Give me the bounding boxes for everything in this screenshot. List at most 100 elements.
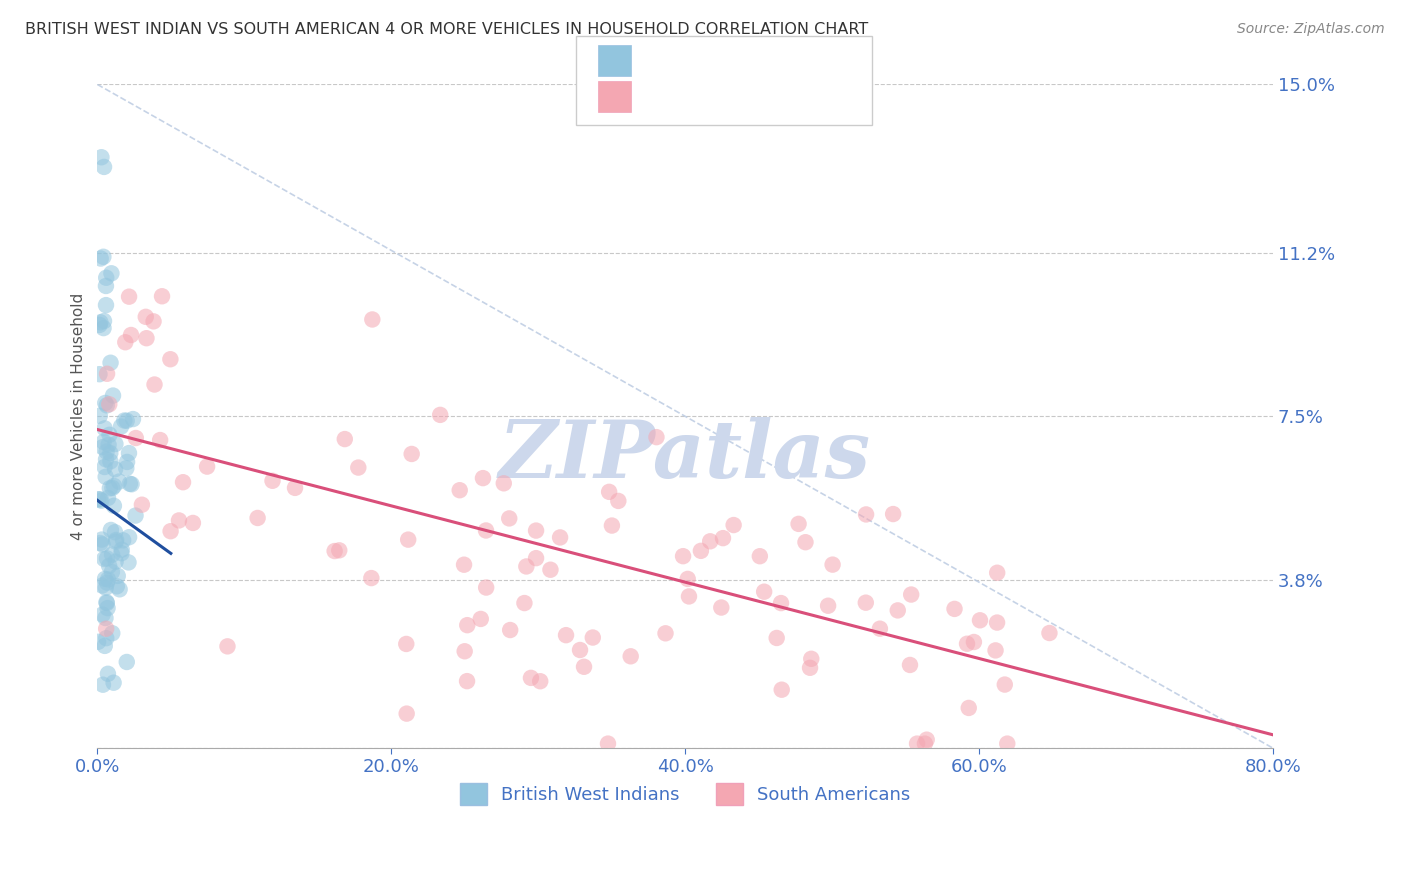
Point	[131, 498, 153, 512]
Point	[101, 626, 124, 640]
Point	[172, 475, 194, 490]
Point	[87, 635, 110, 649]
Point	[817, 599, 839, 613]
Point	[699, 534, 721, 549]
Point	[118, 476, 141, 491]
Point	[101, 548, 124, 562]
Point	[101, 565, 124, 579]
Text: ZIPatlas: ZIPatlas	[499, 417, 872, 495]
Point	[548, 530, 571, 544]
Point	[986, 566, 1008, 580]
Point	[246, 511, 269, 525]
Point	[456, 674, 478, 689]
Point	[799, 661, 821, 675]
Point	[91, 440, 114, 454]
Point	[94, 470, 117, 484]
Point	[159, 352, 181, 367]
Text: 106: 106	[783, 89, 821, 107]
Point	[513, 596, 536, 610]
Point	[284, 481, 307, 495]
Point	[689, 544, 711, 558]
Point	[360, 571, 382, 585]
Point	[498, 511, 520, 525]
Point	[499, 623, 522, 637]
Point	[94, 639, 117, 653]
Point	[93, 160, 115, 174]
Point	[101, 481, 124, 495]
Point	[262, 474, 284, 488]
Point	[787, 516, 810, 531]
Point	[94, 298, 117, 312]
Point	[748, 549, 770, 564]
Point	[569, 643, 592, 657]
Point	[122, 412, 145, 426]
Point	[752, 584, 775, 599]
Point	[582, 631, 605, 645]
Point	[195, 459, 218, 474]
Point	[118, 290, 141, 304]
Point	[100, 356, 122, 370]
Text: R =: R =	[640, 89, 679, 107]
Text: N =: N =	[745, 89, 785, 107]
Point	[143, 377, 166, 392]
Point	[96, 631, 118, 645]
Point	[710, 600, 733, 615]
Point	[676, 572, 699, 586]
Point	[91, 537, 114, 551]
Point	[855, 508, 877, 522]
Point	[572, 660, 595, 674]
Point	[524, 551, 547, 566]
Point	[91, 578, 114, 592]
Point	[98, 427, 121, 442]
Point	[117, 556, 139, 570]
Point	[472, 471, 495, 485]
Point	[100, 266, 122, 280]
Point	[395, 706, 418, 721]
Point	[96, 622, 118, 636]
Point	[453, 644, 475, 658]
Point	[475, 524, 498, 538]
Point	[821, 558, 844, 572]
Point	[96, 444, 118, 458]
Point	[105, 533, 128, 547]
Point	[124, 508, 146, 523]
Point	[90, 493, 112, 508]
Point	[94, 581, 117, 595]
Point	[654, 626, 676, 640]
Point	[217, 640, 239, 654]
Point	[94, 396, 117, 410]
Point	[90, 252, 112, 266]
Point	[94, 572, 117, 586]
Point	[96, 367, 118, 381]
Point	[96, 595, 118, 609]
Point	[93, 250, 115, 264]
Point	[596, 737, 619, 751]
Point	[524, 524, 547, 538]
Point	[103, 675, 125, 690]
Text: -0.113: -0.113	[682, 52, 747, 70]
Point	[395, 637, 418, 651]
Point	[100, 454, 122, 468]
Point	[995, 737, 1018, 751]
Point	[711, 531, 734, 545]
Point	[104, 555, 127, 569]
Point	[957, 701, 980, 715]
Point	[401, 447, 423, 461]
Point	[121, 477, 143, 491]
Point	[882, 507, 904, 521]
Point	[89, 536, 111, 550]
Point	[914, 737, 936, 751]
Point	[800, 652, 823, 666]
Point	[598, 484, 620, 499]
Point	[456, 618, 478, 632]
Point	[770, 682, 793, 697]
Point	[91, 678, 114, 692]
Point	[887, 603, 910, 617]
Point	[470, 612, 492, 626]
Text: Source: ZipAtlas.com: Source: ZipAtlas.com	[1237, 22, 1385, 37]
Point	[96, 596, 118, 610]
Point	[104, 437, 127, 451]
Point	[333, 432, 356, 446]
Point	[112, 413, 135, 427]
Point	[96, 270, 118, 285]
